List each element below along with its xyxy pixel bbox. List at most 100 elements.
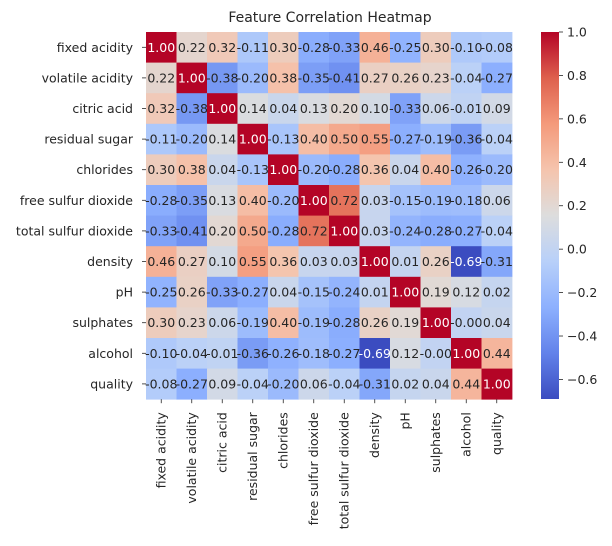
heatmap-cells: 1.00 0.22 0.32 -0.11 0.30 -0.28-0.33 0.46 -0.25…	[145, 32, 513, 400]
cell-value-label: -0.24	[328, 285, 360, 300]
cell-value-label: -0.10	[145, 346, 177, 361]
heatmap-cell	[451, 338, 482, 369]
cell-value-label: 0.09	[483, 101, 511, 116]
heatmap-cell	[451, 368, 482, 400]
cell-value-label: 0.02	[391, 376, 419, 391]
heatmap-cell	[359, 123, 391, 155]
cell-value-label: -0.04	[328, 376, 360, 391]
heatmap-cell	[268, 154, 299, 186]
heatmap-cell	[207, 123, 238, 155]
heatmap-cell	[268, 93, 299, 125]
heatmap-cell	[481, 368, 513, 400]
heatmap-cell	[420, 338, 452, 369]
heatmap-cell	[146, 93, 177, 125]
heatmap-cell	[237, 123, 269, 155]
heatmap-cell	[146, 32, 177, 63]
heatmap-cell	[176, 215, 208, 247]
heatmap-cell	[176, 368, 208, 400]
cell-value-label: 1.00	[208, 101, 236, 116]
cell-value-label: -0.04	[450, 70, 482, 85]
heatmap-cell	[176, 32, 208, 63]
heatmap-cell	[146, 246, 177, 278]
cell-value-label: 1.00	[239, 132, 267, 147]
heatmap-cell	[176, 246, 208, 278]
heatmap-cell	[390, 62, 421, 94]
heatmap-cell	[268, 62, 299, 94]
cell-value-label: -0.27	[176, 376, 208, 391]
heatmap-cell	[268, 307, 299, 339]
row-labels: fixed acidity volatile acidity citric acid…	[16, 40, 146, 391]
heatmap-cell	[359, 215, 391, 247]
colorbar-ticks: 1.0 0.8 0.6 0.4 0.2 0.0 −0.2 −0.4 −0.6	[559, 25, 597, 387]
heatmap-cell	[451, 307, 482, 339]
heatmap-cell	[359, 185, 391, 216]
column-label: alcohol	[459, 412, 474, 457]
cell-value-label: -0.28	[328, 162, 360, 177]
heatmap-cell	[451, 62, 482, 94]
heatmap-cell	[359, 62, 391, 94]
cell-value-label: -0.04	[237, 376, 269, 391]
cell-value-label: -0.20	[267, 376, 299, 391]
column-label: fixed acidity	[154, 412, 169, 489]
heatmap-cell	[207, 32, 238, 63]
heatmap-cell	[329, 123, 360, 155]
cell-value-label: 0.26	[178, 285, 206, 300]
cell-value-label: -0.10	[450, 40, 482, 55]
heatmap-cell	[451, 246, 482, 278]
cell-value-label: 0.27	[178, 254, 206, 269]
heatmap-cell	[176, 62, 208, 94]
heatmap-cell	[390, 154, 421, 186]
cell-value-label: 0.12	[452, 285, 480, 300]
heatmap-cell	[420, 185, 452, 216]
heatmap-cell	[420, 123, 452, 155]
heatmap-cell	[359, 338, 391, 369]
heatmap-cell	[359, 32, 391, 63]
cell-value-label: 1.00	[147, 40, 175, 55]
cell-value-label: 0.44	[483, 346, 511, 361]
cell-value-label: -0.28	[145, 193, 177, 208]
heatmap-cell	[329, 154, 360, 186]
heatmap-cell	[390, 368, 421, 400]
heatmap-cell	[207, 368, 238, 400]
cell-value-label: 0.32	[147, 101, 175, 116]
cell-value-label: 0.04	[422, 376, 450, 391]
cell-value-label: -0.26	[450, 162, 482, 177]
heatmap-cell	[146, 185, 177, 216]
heatmap-cell	[207, 93, 238, 125]
cell-value-label: -0.04	[176, 346, 208, 361]
heatmap-cell	[146, 154, 177, 186]
heatmap-cell	[390, 276, 421, 308]
cell-value-label: -0.00	[450, 315, 482, 330]
heatmap-cell	[451, 32, 482, 63]
heatmap-cell	[268, 185, 299, 216]
column-label: quality	[489, 412, 504, 455]
cell-value-label: 0.40	[300, 132, 328, 147]
heatmap-cell	[451, 154, 482, 186]
heatmap-cell	[298, 93, 330, 125]
cell-value-label: -0.69	[450, 254, 482, 269]
heatmap-cell	[268, 215, 299, 247]
cell-value-label: -0.25	[389, 40, 421, 55]
cell-value-label: 0.55	[239, 254, 267, 269]
heatmap-cell	[268, 32, 299, 63]
heatmap-cell	[329, 338, 360, 369]
heatmap-cell	[298, 246, 330, 278]
colorbar-tick-label: −0.4	[567, 329, 597, 344]
colorbar-tick-label: 0.8	[567, 68, 587, 83]
cell-value-label: 0.30	[269, 40, 297, 55]
cell-value-label: 0.72	[330, 193, 358, 208]
heatmap-cell	[329, 215, 360, 247]
heatmap-cell	[298, 338, 330, 369]
colorbar	[541, 32, 559, 399]
cell-value-label: 0.03	[361, 193, 389, 208]
cell-value-label: -0.18	[450, 193, 482, 208]
cell-value-label: -0.15	[298, 285, 330, 300]
heatmap-cell	[176, 185, 208, 216]
heatmap-cell	[268, 276, 299, 308]
heatmap-cell	[420, 154, 452, 186]
heatmap-cell	[329, 185, 360, 216]
cell-value-label: 0.04	[269, 101, 297, 116]
heatmap-cell	[237, 215, 269, 247]
cell-value-label: -0.27	[389, 132, 421, 147]
